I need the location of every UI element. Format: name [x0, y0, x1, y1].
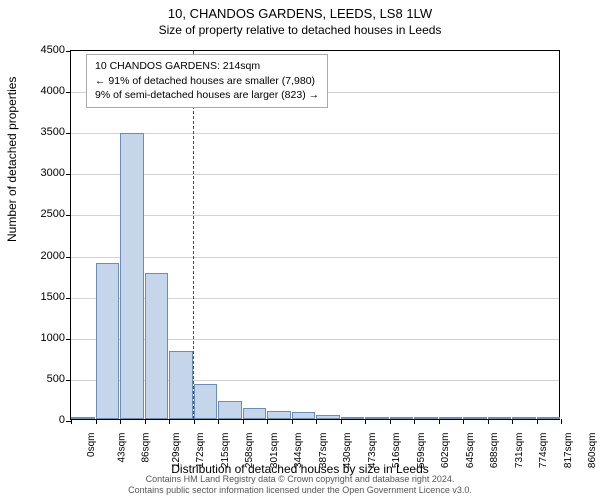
xtick-label: 86sqm — [141, 433, 152, 463]
ytick-mark — [66, 257, 71, 258]
xtick-mark — [145, 419, 146, 424]
legend-line-2: ← 91% of detached houses are smaller (7,… — [95, 74, 319, 89]
histogram-bar — [488, 417, 512, 419]
histogram-bar — [316, 415, 340, 419]
histogram-bar — [365, 417, 389, 419]
histogram-bar — [537, 417, 561, 419]
xtick-mark — [96, 419, 97, 424]
histogram-bar — [414, 417, 438, 419]
xtick-mark — [488, 419, 489, 424]
ytick-label: 4500 — [41, 44, 65, 56]
ytick-mark — [66, 298, 71, 299]
histogram-bar — [463, 417, 487, 419]
xtick-label: 43sqm — [116, 433, 127, 463]
ytick-mark — [66, 51, 71, 52]
xtick-mark — [267, 419, 268, 424]
footer-line-2: Contains public sector information licen… — [0, 485, 600, 497]
xtick-label: 516sqm — [391, 433, 402, 469]
histogram-bar — [512, 417, 536, 419]
ytick-mark — [66, 92, 71, 93]
xtick-mark — [561, 419, 562, 424]
ytick-label: 3000 — [41, 167, 65, 179]
ytick-label: 1000 — [41, 332, 65, 344]
xtick-mark — [316, 419, 317, 424]
histogram-bar — [341, 417, 365, 419]
legend-line-1: 10 CHANDOS GARDENS: 214sqm — [95, 59, 319, 74]
grid-line — [71, 133, 559, 134]
histogram-bar — [218, 401, 242, 419]
ytick-mark — [66, 215, 71, 216]
xtick-label: 860sqm — [587, 433, 598, 469]
xtick-mark — [537, 419, 538, 424]
grid-line — [71, 174, 559, 175]
ytick-label: 3500 — [41, 126, 65, 138]
ytick-label: 2500 — [41, 208, 65, 220]
xtick-label: 387sqm — [318, 433, 329, 469]
ytick-mark — [66, 133, 71, 134]
xtick-label: 473sqm — [367, 433, 378, 469]
xtick-label: 0sqm — [86, 433, 97, 457]
xtick-label: 731sqm — [514, 433, 525, 469]
histogram-bar — [292, 412, 316, 419]
ytick-mark — [66, 174, 71, 175]
histogram-bar — [390, 417, 414, 419]
ytick-mark — [66, 380, 71, 381]
xtick-mark — [243, 419, 244, 424]
footer-line-1: Contains HM Land Registry data © Crown c… — [0, 474, 600, 486]
legend-box: 10 CHANDOS GARDENS: 214sqm ← 91% of deta… — [86, 54, 328, 108]
xtick-label: 688sqm — [489, 433, 500, 469]
xtick-label: 258sqm — [244, 433, 255, 469]
xtick-label: 774sqm — [538, 433, 549, 469]
xtick-mark — [169, 419, 170, 424]
footer: Contains HM Land Registry data © Crown c… — [0, 474, 600, 497]
xtick-mark — [439, 419, 440, 424]
xtick-mark — [194, 419, 195, 424]
xtick-mark — [292, 419, 293, 424]
xtick-mark — [218, 419, 219, 424]
histogram-bar — [169, 351, 193, 419]
ytick-label: 4000 — [41, 85, 65, 97]
xtick-label: 559sqm — [416, 433, 427, 469]
xtick-label: 602sqm — [440, 433, 451, 469]
chart-container: 10, CHANDOS GARDENS, LEEDS, LS8 1LW Size… — [0, 0, 600, 500]
xtick-mark — [414, 419, 415, 424]
grid-line — [71, 215, 559, 216]
xtick-mark — [120, 419, 121, 424]
title-sub: Size of property relative to detached ho… — [0, 21, 600, 37]
xtick-mark — [390, 419, 391, 424]
ytick-label: 1500 — [41, 291, 65, 303]
histogram-bar — [96, 263, 120, 419]
histogram-bar — [267, 411, 291, 419]
xtick-label: 215sqm — [220, 433, 231, 469]
histogram-bar — [439, 417, 463, 419]
xtick-mark — [512, 419, 513, 424]
histogram-bar — [243, 408, 267, 419]
ytick-label: 2000 — [41, 250, 65, 262]
histogram-bar — [145, 273, 169, 419]
histogram-bar — [194, 384, 218, 419]
histogram-bar — [71, 417, 95, 419]
xtick-label: 817sqm — [563, 433, 574, 469]
xtick-mark — [341, 419, 342, 424]
xtick-label: 430sqm — [342, 433, 353, 469]
xtick-label: 172sqm — [195, 433, 206, 469]
xtick-label: 301sqm — [269, 433, 280, 469]
histogram-bar — [120, 133, 144, 419]
xtick-label: 344sqm — [293, 433, 304, 469]
xtick-label: 129sqm — [171, 433, 182, 469]
ytick-label: 500 — [47, 373, 65, 385]
title-main: 10, CHANDOS GARDENS, LEEDS, LS8 1LW — [0, 0, 600, 21]
xtick-mark — [365, 419, 366, 424]
grid-line — [71, 257, 559, 258]
y-axis-label: Number of detached properties — [5, 77, 19, 242]
xtick-mark — [463, 419, 464, 424]
ytick-label: 0 — [59, 414, 65, 426]
xtick-label: 645sqm — [465, 433, 476, 469]
ytick-mark — [66, 339, 71, 340]
xtick-mark — [71, 419, 72, 424]
legend-line-3: 9% of semi-detached houses are larger (8… — [95, 88, 319, 103]
